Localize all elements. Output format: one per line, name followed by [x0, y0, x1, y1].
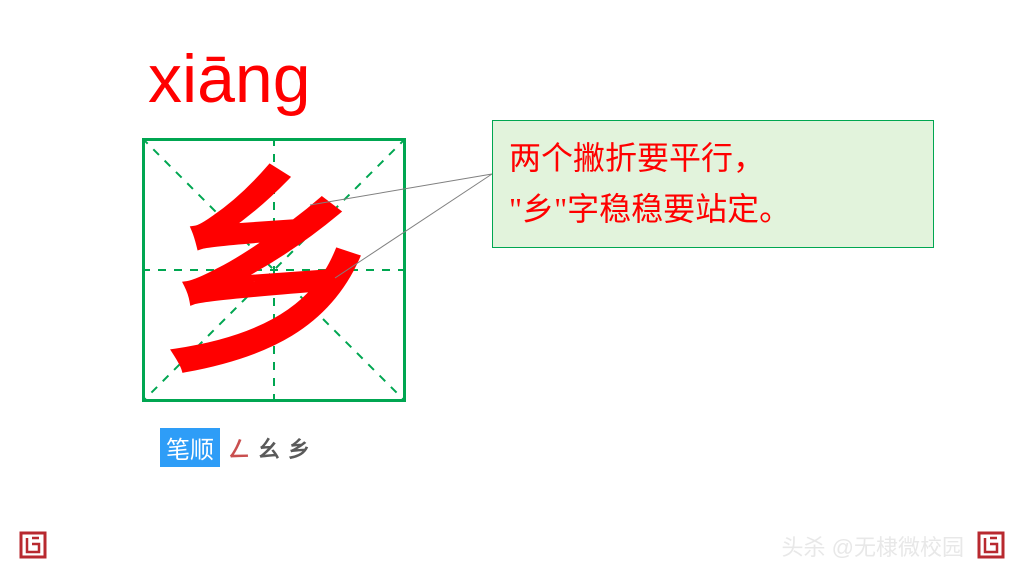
stroke-step-1: ㄥ — [228, 432, 250, 464]
writing-tip-box: 两个撇折要平行， "乡"字稳稳要站定。 — [492, 120, 934, 248]
stroke-order-row: 笔顺 ㄥ 幺 乡 — [160, 428, 310, 467]
stroke-order-label: 笔顺 — [160, 428, 220, 467]
corner-mark-left — [18, 530, 48, 560]
tip-line-2: "乡"字稳稳要站定。 — [509, 184, 917, 235]
corner-mark-right — [976, 530, 1006, 560]
main-character: 乡 — [160, 168, 380, 388]
stroke-step-2: 幺 — [258, 432, 280, 464]
watermark-text: 头杀 @无棣微校园 — [782, 530, 964, 562]
tip-line-1: 两个撇折要平行， — [509, 133, 917, 184]
stroke-step-3: 乡 — [288, 432, 310, 464]
pinyin-label: xiāng — [148, 40, 311, 118]
